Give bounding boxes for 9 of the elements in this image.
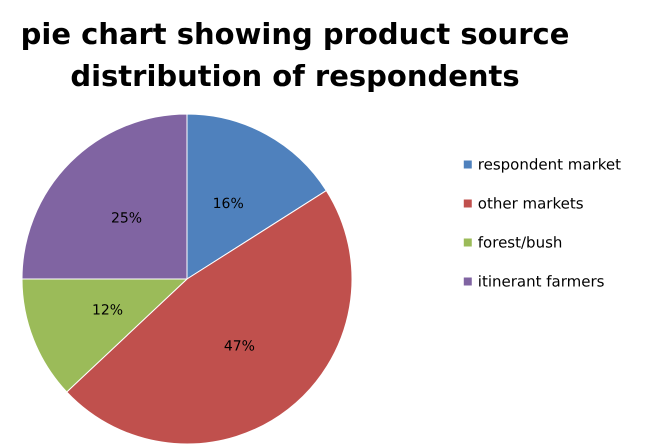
legend-label: forest/bush xyxy=(478,234,562,252)
legend-label: respondent market xyxy=(478,156,622,174)
data-label: 12% xyxy=(92,302,124,318)
legend-label: itinerant farmers xyxy=(478,272,605,290)
legend-label: other markets xyxy=(478,194,584,212)
data-label: 25% xyxy=(110,210,142,227)
data-label: 16% xyxy=(212,196,244,212)
data-label: 47% xyxy=(224,338,255,355)
chart-title: pie chart showing product source distribution of respondents xyxy=(20,17,570,93)
